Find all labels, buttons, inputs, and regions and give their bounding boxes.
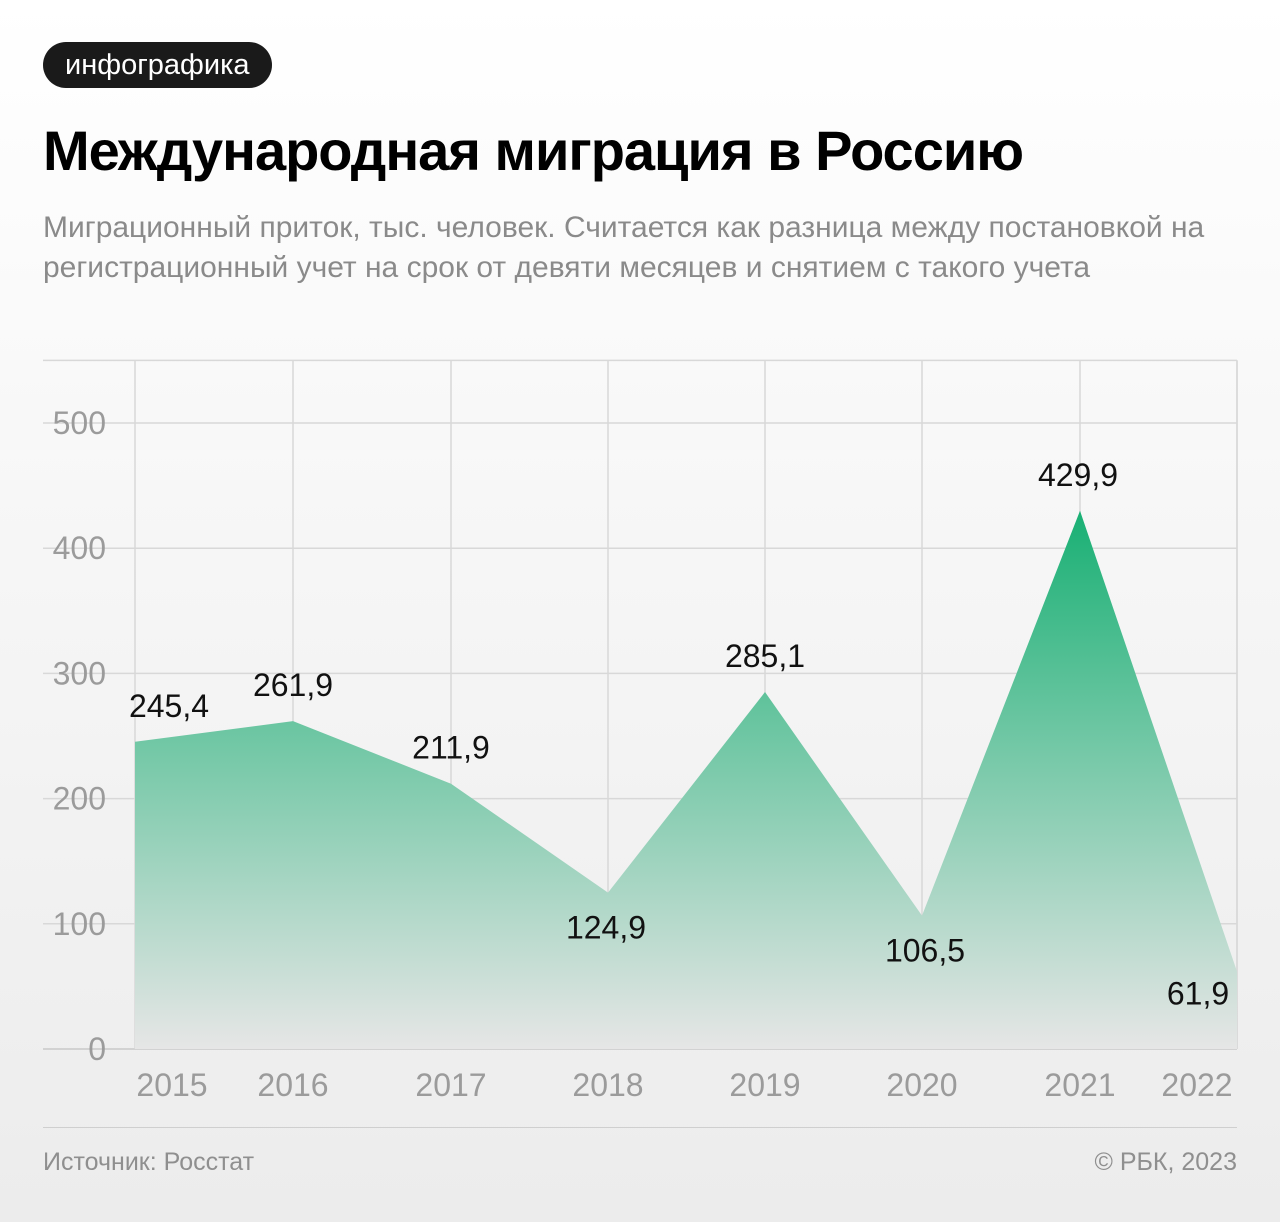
y-tick-label: 500 <box>53 405 106 441</box>
y-tick-label: 400 <box>53 530 106 566</box>
footer-divider <box>43 1127 1237 1128</box>
data-label-2019: 285,1 <box>725 638 805 674</box>
source-text: Источник: Росстат <box>43 1148 255 1176</box>
y-axis-ticks: 0 100 200 300 400 500 <box>53 405 106 1067</box>
data-label-2016: 261,9 <box>253 667 333 703</box>
x-tick-label-2021: 2021 <box>1044 1067 1115 1103</box>
data-label-2017: 211,9 <box>412 730 490 766</box>
x-tick-label-2018: 2018 <box>572 1067 643 1103</box>
data-labels: 245,4 261,9 211,9 124,9 285,1 106,5 429,9 61,9 <box>129 457 1229 1012</box>
x-tick-label-2022: 2022 <box>1161 1067 1232 1103</box>
y-tick-label: 200 <box>53 781 106 817</box>
chart-subtitle: Миграционный приток, тыс. человек. Счита… <box>43 211 1205 284</box>
x-tick-label-2019: 2019 <box>729 1067 800 1103</box>
copyright-text: © РБК, 2023 <box>1094 1148 1237 1176</box>
y-tick-label: 300 <box>53 655 106 691</box>
x-tick-label-2017: 2017 <box>415 1067 486 1103</box>
y-tick-label: 0 <box>88 1031 106 1067</box>
data-label-2015: 245,4 <box>129 688 209 724</box>
data-label-2020: 106,5 <box>885 933 965 969</box>
infographic-badge: инфографика <box>43 42 272 88</box>
x-axis-ticks: 2015 2016 2017 2018 2019 2020 2021 2022 <box>136 1067 1232 1103</box>
data-label-2021: 429,9 <box>1038 457 1118 493</box>
data-label-2022: 61,9 <box>1167 976 1229 1012</box>
chart-title: Международная миграция в Россию <box>43 119 1024 182</box>
x-tick-label-2020: 2020 <box>886 1067 957 1103</box>
y-tick-label: 100 <box>53 906 106 942</box>
area-layer <box>135 510 1237 1049</box>
x-tick-label-2015: 2015 <box>136 1067 207 1103</box>
data-label-2018: 124,9 <box>566 910 646 946</box>
x-tick-label-2016: 2016 <box>257 1067 328 1103</box>
migration-area <box>135 510 1237 1049</box>
